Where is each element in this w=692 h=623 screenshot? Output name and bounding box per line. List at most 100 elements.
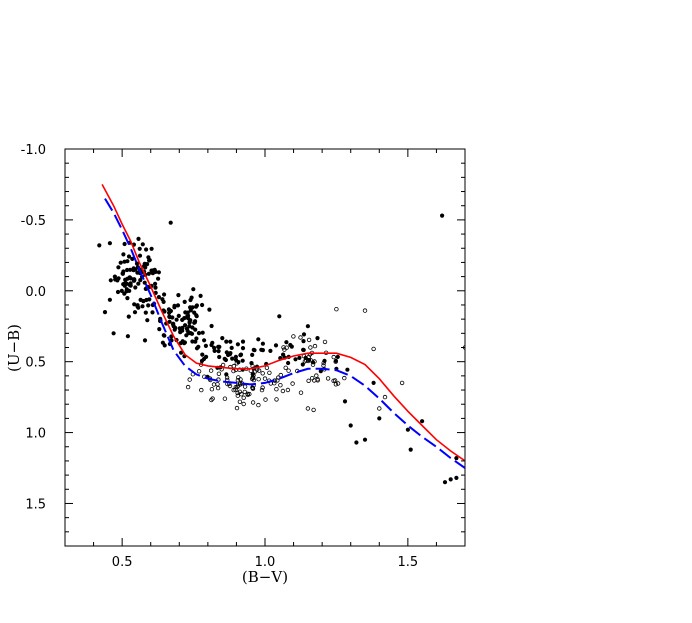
data-point-open — [235, 378, 241, 383]
data-point-filled — [194, 336, 199, 341]
data-point-open — [237, 399, 243, 404]
data-point-filled — [133, 285, 138, 290]
data-point-filled — [126, 254, 132, 259]
data-point-filled — [454, 456, 459, 461]
x-tick-label: 1.5 — [398, 555, 419, 570]
data-point-open — [256, 377, 261, 382]
data-point-filled — [136, 281, 141, 286]
data-point-filled — [150, 310, 155, 315]
data-point-open — [209, 397, 214, 403]
data-point-filled — [301, 339, 306, 344]
data-point-filled — [132, 277, 137, 282]
data-point-filled — [238, 352, 244, 357]
data-point-filled — [188, 305, 193, 310]
data-point-filled — [162, 292, 167, 297]
data-point-filled — [140, 304, 145, 309]
data-point-filled — [153, 285, 158, 290]
data-point-filled — [185, 328, 190, 334]
data-point-filled — [134, 261, 140, 266]
data-point-filled — [147, 297, 152, 302]
data-point-filled — [187, 319, 192, 325]
data-point-filled — [150, 271, 155, 276]
data-point-open — [237, 381, 243, 386]
data-point-open — [331, 378, 336, 383]
data-point-filled — [120, 271, 125, 276]
data-point-open — [371, 346, 376, 352]
data-point-filled — [147, 258, 152, 263]
data-point-filled — [156, 295, 161, 300]
data-point-filled — [240, 346, 246, 351]
data-point-filled — [122, 241, 127, 247]
data-point-filled — [107, 241, 112, 246]
data-point-filled — [156, 270, 161, 275]
data-point-filled — [172, 305, 177, 310]
data-point-open — [241, 401, 246, 407]
data-point-filled — [161, 333, 166, 338]
data-point-filled — [284, 340, 289, 345]
data-point-filled — [125, 259, 130, 264]
data-point-filled — [153, 281, 158, 286]
data-point-open — [264, 365, 270, 370]
data-point-filled — [128, 276, 133, 281]
data-point-filled — [222, 356, 227, 361]
data-point-open — [306, 354, 311, 359]
data-point-filled — [140, 242, 145, 247]
data-point-open — [234, 405, 240, 411]
data-point-filled — [318, 369, 323, 374]
data-point-open — [304, 358, 309, 363]
data-point-filled — [126, 314, 131, 319]
data-point-open — [199, 387, 204, 393]
y-tick-label: 0.5 — [25, 356, 46, 371]
data-point-filled — [293, 357, 298, 362]
data-point-open — [250, 385, 255, 391]
data-point-filled — [179, 350, 184, 355]
data-point-filled — [204, 354, 209, 359]
data-point-filled — [210, 340, 215, 345]
data-point-open — [281, 345, 286, 350]
data-point-open — [311, 407, 316, 413]
data-point-filled — [169, 334, 174, 339]
data-point-filled — [180, 317, 185, 322]
data-point-filled — [230, 356, 235, 361]
data-point-filled — [97, 243, 102, 248]
data-point-filled — [186, 313, 191, 318]
data-point-open — [310, 376, 315, 381]
data-point-filled — [315, 336, 320, 341]
data-point-filled — [260, 341, 265, 346]
axis-layer: 0.5 1.0 1.5 -1.0 -0.5 0.0 0.5 1.0 1.5 — [21, 143, 465, 570]
data-point-filled — [454, 475, 459, 480]
data-point-filled — [448, 477, 453, 482]
data-point-filled — [137, 246, 142, 251]
data-point-open — [263, 397, 268, 402]
data-point-filled — [305, 324, 310, 329]
data-point-filled — [138, 278, 143, 283]
data-point-filled — [268, 348, 273, 353]
data-point-filled — [191, 287, 196, 292]
data-point-filled — [121, 282, 126, 287]
data-point-open — [342, 375, 347, 381]
data-point-filled — [145, 262, 150, 267]
y-tick-label: 0.0 — [25, 285, 46, 300]
data-point-filled — [156, 276, 161, 281]
data-point-filled — [183, 323, 188, 328]
data-point-filled — [162, 309, 167, 314]
data-point-open — [377, 406, 382, 411]
data-point-filled — [273, 343, 279, 348]
data-point-open — [274, 397, 279, 402]
data-point-open — [259, 387, 265, 393]
data-point-filled — [190, 325, 195, 330]
data-point-open — [306, 378, 311, 383]
data-point-open — [224, 375, 230, 380]
data-point-filled — [212, 345, 217, 350]
data-point-open — [215, 385, 221, 391]
data-point-filled — [217, 354, 222, 360]
data-point-filled — [161, 299, 166, 304]
data-point-open — [231, 363, 237, 369]
data-point-filled — [146, 303, 151, 308]
data-point-filled — [128, 283, 133, 288]
data-point-open — [202, 374, 207, 379]
data-point-filled — [116, 265, 121, 270]
data-point-filled — [136, 236, 141, 241]
data-point-open — [242, 384, 248, 389]
data-point-filled — [145, 318, 150, 323]
